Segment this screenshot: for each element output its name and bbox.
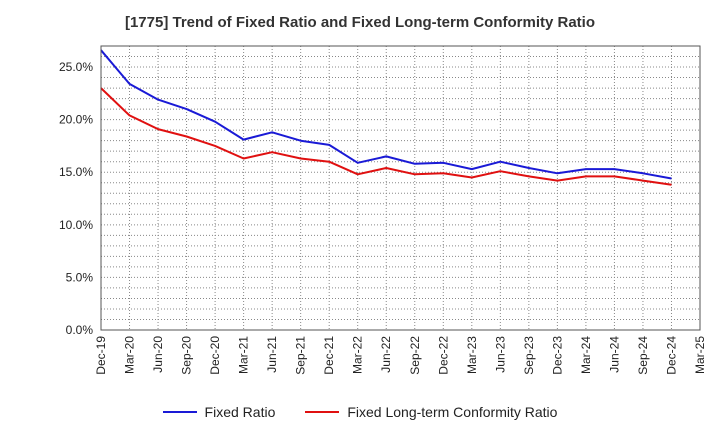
x-tick-label: Mar-20 [123, 336, 137, 374]
legend-label-fixed-long-term-conformity-ratio: Fixed Long-term Conformity Ratio [347, 404, 558, 420]
fixed-ratio-line [100, 49, 672, 180]
x-tick-label: Sep-20 [180, 336, 194, 375]
x-tick-label: Dec-23 [550, 336, 564, 375]
x-tick-label: Mar-24 [579, 336, 593, 374]
legend-item-fixed-long-term-conformity-ratio: Fixed Long-term Conformity Ratio [305, 404, 557, 420]
legend-swatch-fixed-long-term-conformity-ratio [305, 411, 340, 413]
x-tick-label: Dec-21 [322, 336, 336, 375]
x-tick-label: Dec-24 [664, 336, 678, 375]
x-tick-label: Jun-24 [607, 336, 621, 373]
x-tick-label: Mar-23 [465, 336, 479, 374]
y-tick-label: 10.0% [59, 218, 93, 232]
series-lines [100, 49, 672, 186]
y-tick-label: 5.0% [66, 270, 94, 284]
y-tick-label: 20.0% [59, 113, 93, 127]
legend: Fixed Ratio Fixed Long-term Conformity R… [0, 404, 720, 420]
fixed-long-term-conformity-ratio-line [100, 87, 672, 186]
x-tick-label: Mar-22 [351, 336, 365, 374]
grid [101, 45, 701, 330]
x-tick-label: Mar-21 [237, 336, 251, 374]
legend-item-fixed-ratio: Fixed Ratio [162, 404, 276, 420]
x-tick-label: Sep-22 [408, 336, 422, 375]
x-tick-label: Sep-21 [294, 336, 308, 375]
y-tick-label: 0.0% [66, 323, 94, 337]
x-tick-label: Jun-20 [151, 336, 165, 373]
y-tick-label: 15.0% [59, 165, 93, 179]
x-tick-label: Dec-19 [94, 336, 108, 375]
x-tick-label: Jun-23 [493, 336, 507, 373]
x-tick-label: Jun-22 [379, 336, 393, 373]
x-tick-label: Dec-20 [208, 336, 222, 375]
legend-label-fixed-ratio: Fixed Ratio [204, 404, 276, 420]
y-tick-label: 25.0% [59, 60, 93, 74]
x-tick-label: Sep-24 [636, 336, 650, 375]
x-tick-label: Dec-22 [436, 336, 450, 375]
legend-swatch-fixed-ratio [162, 411, 197, 413]
x-tick-label: Mar-25 [693, 336, 707, 374]
x-tick-label: Sep-23 [522, 336, 536, 375]
x-tick-label: Jun-21 [265, 336, 279, 373]
axes: 0.0% 5.0% 10.0% 15.0% 20.0% 25.0% Dec-19 Mar-20… [59, 45, 707, 375]
chart-title: [1775] Trend of Fixed Ratio and Fixed Lo… [124, 14, 596, 31]
plot-area-border [100, 45, 701, 331]
